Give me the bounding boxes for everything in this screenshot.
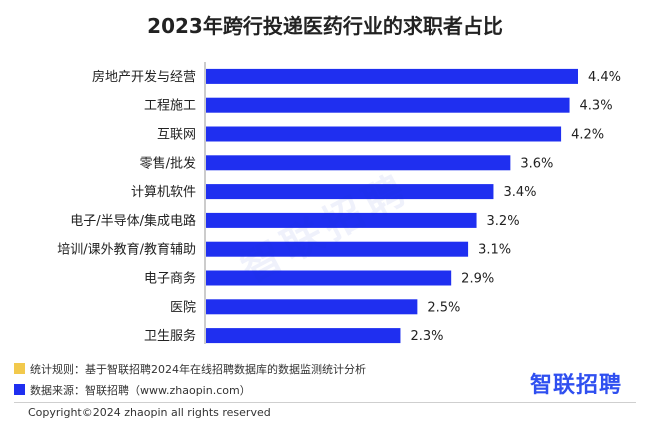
legend-source-swatch bbox=[14, 384, 25, 395]
legend-source-text: 数据来源：智联招聘（www.zhaopin.com） bbox=[30, 384, 251, 397]
legend-source: 数据来源：智联招聘（www.zhaopin.com） bbox=[14, 382, 251, 398]
bar bbox=[206, 299, 418, 315]
bar bbox=[206, 241, 469, 257]
bars-group: 房地产开发与经营 4.4% 工程施工 4.3% 互联网 4.2% 零售/批发 3.6% 计算机软… bbox=[57, 68, 621, 344]
value-label: 3.6% bbox=[520, 156, 553, 171]
footer-divider bbox=[14, 402, 636, 403]
bar bbox=[206, 212, 477, 228]
bar bbox=[206, 97, 570, 113]
category-label: 互联网 bbox=[157, 128, 196, 143]
chart-title: 2023年跨行投递医药行业的求职者占比 bbox=[147, 14, 503, 38]
value-label: 3.2% bbox=[487, 214, 520, 229]
bar bbox=[206, 270, 452, 286]
bar bbox=[206, 126, 562, 142]
bar bbox=[206, 184, 494, 200]
category-label: 零售/批发 bbox=[140, 155, 196, 171]
value-label: 4.4% bbox=[588, 70, 621, 85]
category-label: 房地产开发与经营 bbox=[92, 69, 196, 85]
copyright-text: Copyright©2024 zhaopin all rights reserv… bbox=[28, 406, 271, 419]
category-label: 卫生服务 bbox=[144, 328, 196, 344]
value-label: 4.2% bbox=[571, 128, 604, 143]
value-label: 3.1% bbox=[478, 243, 511, 258]
value-label: 2.5% bbox=[427, 300, 460, 315]
legend-rule-text: 统计规则：基于智联招聘2024年在线招聘数据库的数据监测统计分析 bbox=[30, 363, 366, 376]
category-label: 医院 bbox=[170, 300, 196, 315]
value-label: 3.4% bbox=[503, 185, 536, 200]
bar bbox=[206, 155, 511, 171]
legend-rule: 统计规则：基于智联招聘2024年在线招聘数据库的数据监测统计分析 bbox=[14, 361, 366, 377]
category-label: 电子商务 bbox=[144, 271, 196, 287]
category-label: 计算机软件 bbox=[131, 185, 196, 200]
category-label: 电子/半导体/集成电路 bbox=[70, 213, 196, 229]
bar-chart: 房地产开发与经营 4.4% 工程施工 4.3% 互联网 4.2% 零售/批发 3.6% 计算机软… bbox=[57, 62, 621, 344]
bar bbox=[206, 328, 401, 344]
value-label: 2.9% bbox=[461, 272, 494, 287]
category-label: 工程施工 bbox=[144, 99, 196, 114]
value-label: 2.3% bbox=[410, 329, 443, 344]
bar bbox=[206, 68, 578, 84]
category-label: 培训/课外教育/教育辅助 bbox=[57, 242, 196, 258]
value-label: 4.3% bbox=[580, 99, 613, 114]
zhaopin-logo: 智联招聘 bbox=[529, 373, 622, 398]
legend-rule-swatch bbox=[14, 363, 25, 374]
